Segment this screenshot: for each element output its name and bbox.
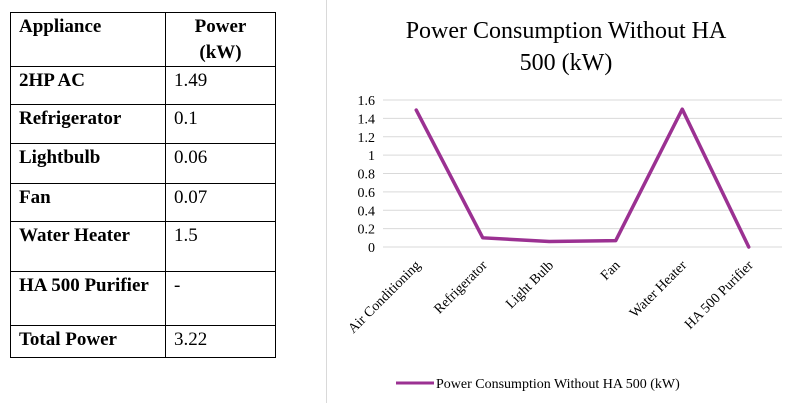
y-tick-label: 1.4 — [358, 112, 376, 127]
x-category-label: Water Heater — [627, 258, 690, 321]
y-tick-label: 0.4 — [358, 204, 376, 219]
power-value-cell: 1.49 — [165, 66, 276, 105]
appliance-name-cell: HA 500 Purifier — [10, 271, 166, 326]
power-value-cell: - — [165, 271, 276, 326]
x-category-label: Air Conditioning — [346, 258, 425, 337]
power-value-cell: 1.5 — [165, 221, 276, 272]
appliance-name-cell: Water Heater — [10, 221, 166, 272]
power-header: Power (kW) — [165, 12, 276, 67]
x-axis-categories: Air Conditioning Refrigerator Light Bulb Fa… — [346, 258, 757, 337]
legend: Power Consumption Without HA 500 (kW) — [396, 377, 680, 392]
series-layer — [414, 107, 751, 249]
y-tick-label: 0 — [368, 241, 375, 256]
y-axis-ticks: 0 0.2 0.4 0.6 0.8 1 1.2 1.4 1.6 — [358, 94, 376, 256]
table-row: Water Heater 1.5 — [10, 221, 276, 272]
power-value-cell: 0.06 — [165, 143, 276, 184]
table-row: Refrigerator 0.1 — [10, 104, 276, 144]
y-tick-label: 1.2 — [358, 131, 376, 146]
power-value-cell: 0.07 — [165, 183, 276, 222]
y-tick-label: 0.2 — [358, 223, 376, 238]
table-row: Total Power 3.22 — [10, 325, 276, 358]
x-category-label: Refrigerator — [432, 258, 491, 317]
appliance-name-cell: Fan — [10, 183, 166, 222]
appliance-header: Appliance — [10, 12, 166, 67]
chart-title-line-2: 500 (kW) — [520, 50, 613, 76]
appliance-power-table: Appliance Power (kW) 2HP AC 1.49 Refrigera… — [10, 12, 276, 358]
appliance-name-cell: Refrigerator — [10, 104, 166, 144]
x-category-label: Light Bulb — [503, 258, 557, 312]
y-tick-label: 0.8 — [358, 168, 376, 183]
line-chart: Power Consumption Without HA 500 (kW) 00… — [346, 18, 782, 392]
appliance-name-cell: Total Power — [10, 325, 166, 358]
chart-title-line-1: Power Consumption Without HA — [406, 18, 727, 44]
table-header-row: Appliance Power (kW) — [10, 12, 276, 67]
y-tick-label: 0.6 — [358, 186, 376, 201]
gridlines — [383, 99, 782, 248]
table-row: Lightbulb 0.06 — [10, 143, 276, 184]
power-value-cell: 3.22 — [165, 325, 276, 358]
x-category-label: Fan — [598, 258, 623, 283]
y-tick-label: 1.6 — [358, 94, 376, 109]
appliance-name-cell: 2HP AC — [10, 66, 166, 105]
series-line — [414, 107, 751, 249]
legend-label: Power Consumption Without HA 500 (kW) — [436, 377, 680, 392]
y-tick-label: 1 — [368, 149, 375, 164]
appliance-name-cell: Lightbulb — [10, 143, 166, 184]
x-category-label: HA 500 Purifier — [682, 258, 757, 333]
table-row: HA 500 Purifier - — [10, 271, 276, 326]
table-row: Fan 0.07 — [10, 183, 276, 222]
table-row: 2HP AC 1.49 — [10, 66, 276, 105]
power-value-cell: 0.1 — [165, 104, 276, 144]
